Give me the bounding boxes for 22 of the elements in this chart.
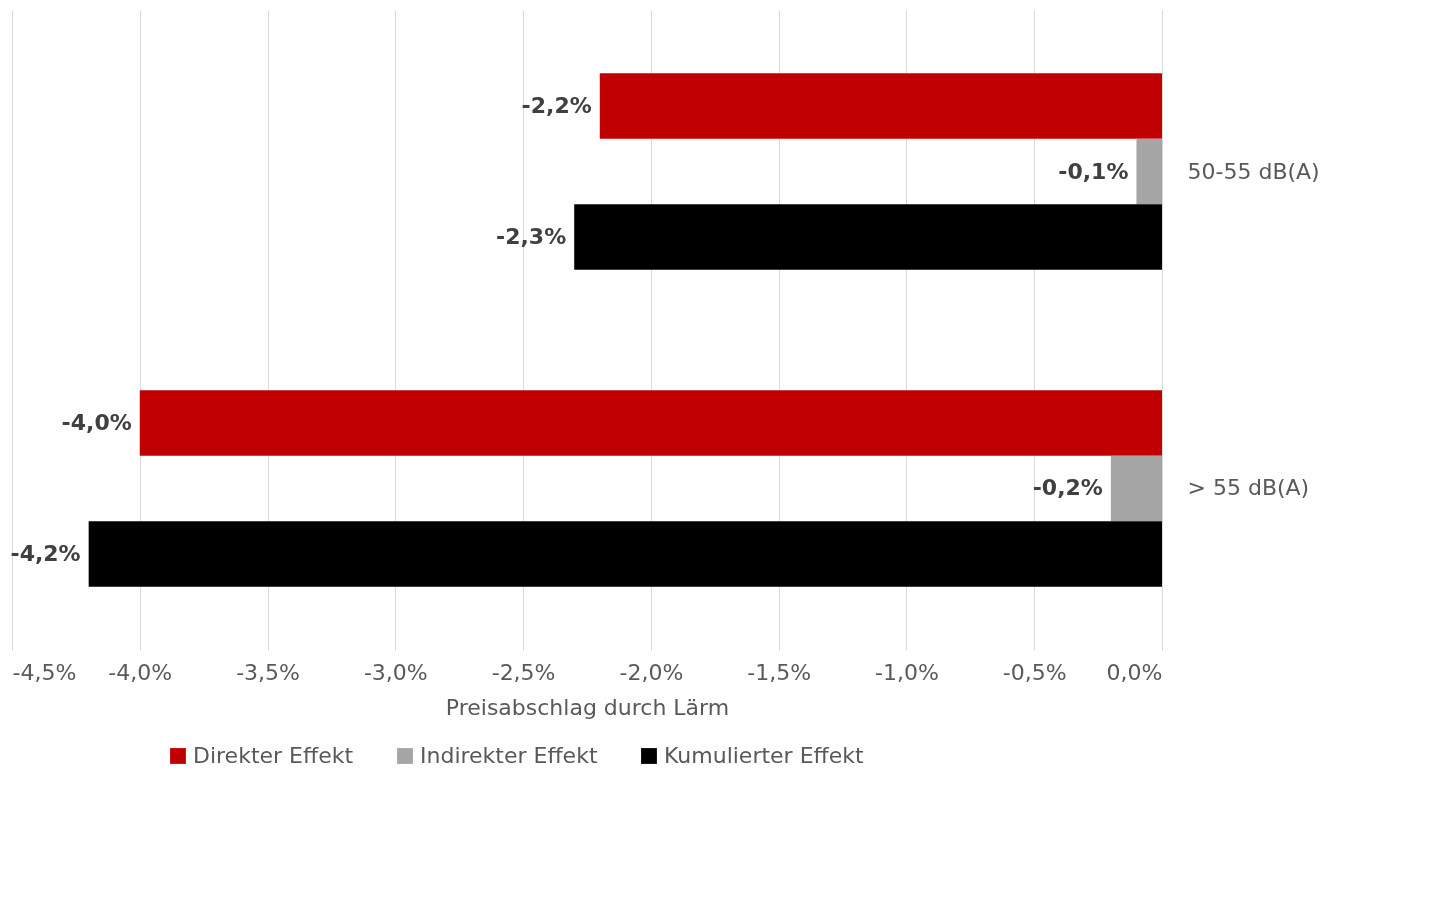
x-tick-label: 0,0% [1106, 659, 1163, 685]
data-label: -2,3% [496, 224, 567, 250]
x-tick-label: -1,5% [747, 659, 812, 685]
x-tick-label: -3,5% [236, 659, 300, 685]
y-tick-label: > 55 dB(A) [1187, 475, 1310, 501]
x-axis-title: Preisabschlag durch Lärm [445, 694, 730, 720]
legend-label: Direkter Effekt [193, 743, 354, 768]
data-label: -0,1% [1058, 158, 1129, 184]
x-tick-label: -2,5% [491, 659, 556, 685]
data-label: -4,2% [10, 540, 81, 566]
data-label: -2,2% [521, 93, 592, 119]
y-tick-label: 50-55 dB(A) [1187, 158, 1320, 184]
x-tick-label: -4,0% [108, 659, 173, 685]
legend-label: Kumulierter Effekt [664, 743, 864, 768]
x-tick-label: -0,5% [1002, 659, 1067, 685]
data-label: -0,2% [1032, 475, 1103, 501]
x-tick-label: -3,0% [363, 659, 428, 685]
legend-label: Indirekter Effekt [420, 743, 598, 768]
x-tick-label: -2,0% [619, 659, 684, 685]
x-tick-label: -1,0% [875, 659, 939, 685]
data-label: -4,0% [61, 409, 132, 435]
x-tick-label: -4,5% [12, 659, 77, 685]
